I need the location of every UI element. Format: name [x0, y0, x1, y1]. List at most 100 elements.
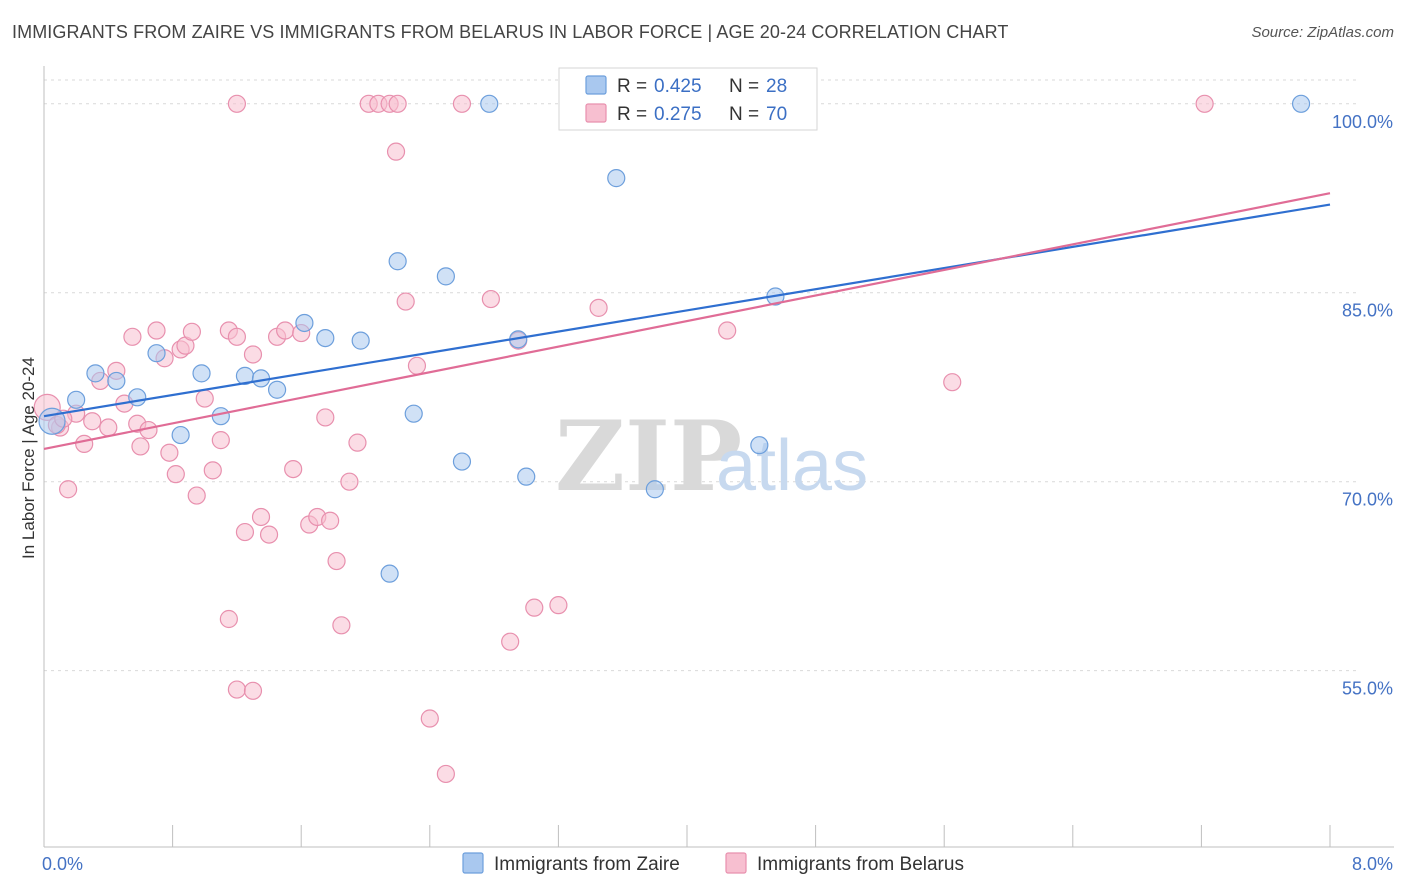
point-zaire: [128, 388, 147, 407]
source-label: Source: ZipAtlas.com: [1251, 24, 1394, 41]
trend-line-zaire: [43, 203, 1331, 418]
point-belarus: [259, 525, 279, 544]
point-belarus: [243, 345, 263, 364]
point-zaire: [67, 390, 86, 409]
point-zaire: [267, 380, 287, 399]
point-zaire: [1291, 94, 1311, 113]
point-zaire: [351, 331, 370, 350]
point-belarus: [501, 632, 520, 651]
y-tick-label: 55.0%: [1342, 679, 1393, 699]
point-zaire: [147, 344, 166, 363]
point-belarus: [407, 356, 427, 375]
trend-lines: [43, 192, 1331, 451]
point-belarus: [396, 292, 415, 311]
point-zaire: [517, 467, 536, 486]
point-zaire: [107, 371, 126, 391]
point-belarus: [276, 321, 295, 340]
point-zaire: [316, 328, 335, 348]
point-zaire: [750, 436, 769, 455]
point-belarus: [195, 389, 214, 408]
point-belarus: [203, 461, 222, 480]
point-belarus: [243, 681, 263, 700]
axes: [43, 66, 1394, 848]
bottom-legend-label-zaire: Immigrants from Zaire: [494, 854, 680, 875]
x-tick-label: 8.0%: [1352, 854, 1393, 874]
point-belarus: [59, 480, 78, 499]
point-belarus: [718, 321, 737, 340]
x-tick-label: 0.0%: [42, 854, 83, 874]
legend-swatch-belarus: [585, 103, 607, 123]
point-belarus: [481, 289, 500, 309]
point-belarus: [227, 94, 246, 113]
point-belarus: [166, 465, 185, 484]
point-belarus: [327, 551, 346, 571]
watermark: ZIP atlas: [555, 400, 868, 513]
legend-n-value-belarus: 70: [766, 104, 787, 125]
bottom-legend-swatch-belarus: [725, 852, 747, 874]
point-zaire: [404, 404, 423, 423]
y-tick-label: 85.0%: [1342, 301, 1393, 321]
legend-r-label-belarus: R =: [617, 104, 647, 125]
point-belarus: [386, 142, 406, 161]
point-zaire: [480, 94, 499, 113]
point-zaire: [388, 252, 407, 271]
y-tick-label: 70.0%: [1342, 490, 1393, 510]
point-belarus: [123, 327, 142, 346]
point-zaire: [192, 364, 211, 383]
point-belarus: [525, 598, 544, 617]
point-belarus: [227, 680, 246, 699]
point-belarus: [83, 412, 102, 431]
point-belarus: [943, 373, 962, 392]
point-zaire: [86, 364, 105, 383]
legend-swatch-zaire: [585, 75, 607, 95]
legend-r-label-zaire: R =: [617, 76, 647, 97]
point-belarus: [340, 472, 359, 491]
point-belarus: [251, 507, 271, 527]
watermark-atlas: atlas: [716, 426, 868, 506]
point-belarus: [187, 486, 206, 505]
point-belarus: [235, 522, 255, 542]
point-belarus: [75, 434, 94, 454]
bottom-legend-swatch-zaire: [462, 852, 484, 874]
point-belarus: [549, 596, 568, 615]
point-belarus: [420, 709, 439, 728]
watermark-zip: ZIP: [555, 400, 742, 513]
point-belarus: [99, 418, 118, 437]
bottom-legend-label-belarus: Immigrants from Belarus: [757, 854, 964, 875]
point-zaire: [645, 480, 664, 499]
point-zaire: [607, 169, 626, 188]
point-belarus: [321, 511, 340, 530]
point-belarus: [1195, 94, 1214, 113]
point-belarus: [284, 459, 303, 479]
legend-r-value-zaire: 0.425: [654, 76, 702, 97]
point-belarus: [147, 321, 166, 340]
point-belarus: [219, 609, 238, 629]
trend-line-belarus: [43, 192, 1331, 451]
point-belarus: [452, 94, 472, 113]
point-zaire: [452, 452, 472, 471]
point-belarus: [211, 431, 230, 450]
point-zaire: [38, 407, 66, 435]
y-axis-label: In Labor Force | Age 20-24: [19, 357, 38, 559]
point-belarus: [332, 616, 351, 635]
point-zaire: [211, 407, 230, 426]
chart-title: IMMIGRANTS FROM ZAIRE VS IMMIGRANTS FROM…: [12, 22, 1009, 42]
legend-n-label-belarus: N =: [729, 104, 759, 125]
point-zaire: [380, 564, 399, 583]
point-zaire: [171, 425, 190, 445]
point-zaire: [295, 313, 314, 333]
y-tick-labels: 100.0% 85.0% 70.0% 55.0%: [1332, 112, 1393, 699]
x-tick-labels: 0.0% 8.0%: [42, 854, 1393, 874]
point-belarus: [182, 322, 201, 341]
point-belarus: [589, 298, 608, 317]
point-belarus: [227, 327, 246, 346]
legend-n-label-zaire: N =: [729, 76, 759, 97]
point-belarus: [316, 408, 335, 427]
point-zaire: [436, 267, 455, 286]
point-belarus: [388, 94, 407, 113]
point-belarus: [348, 433, 367, 452]
legend-r-value-belarus: 0.275: [654, 104, 702, 125]
legend-n-value-zaire: 28: [766, 76, 787, 97]
series-zaire-points: [38, 94, 1311, 583]
